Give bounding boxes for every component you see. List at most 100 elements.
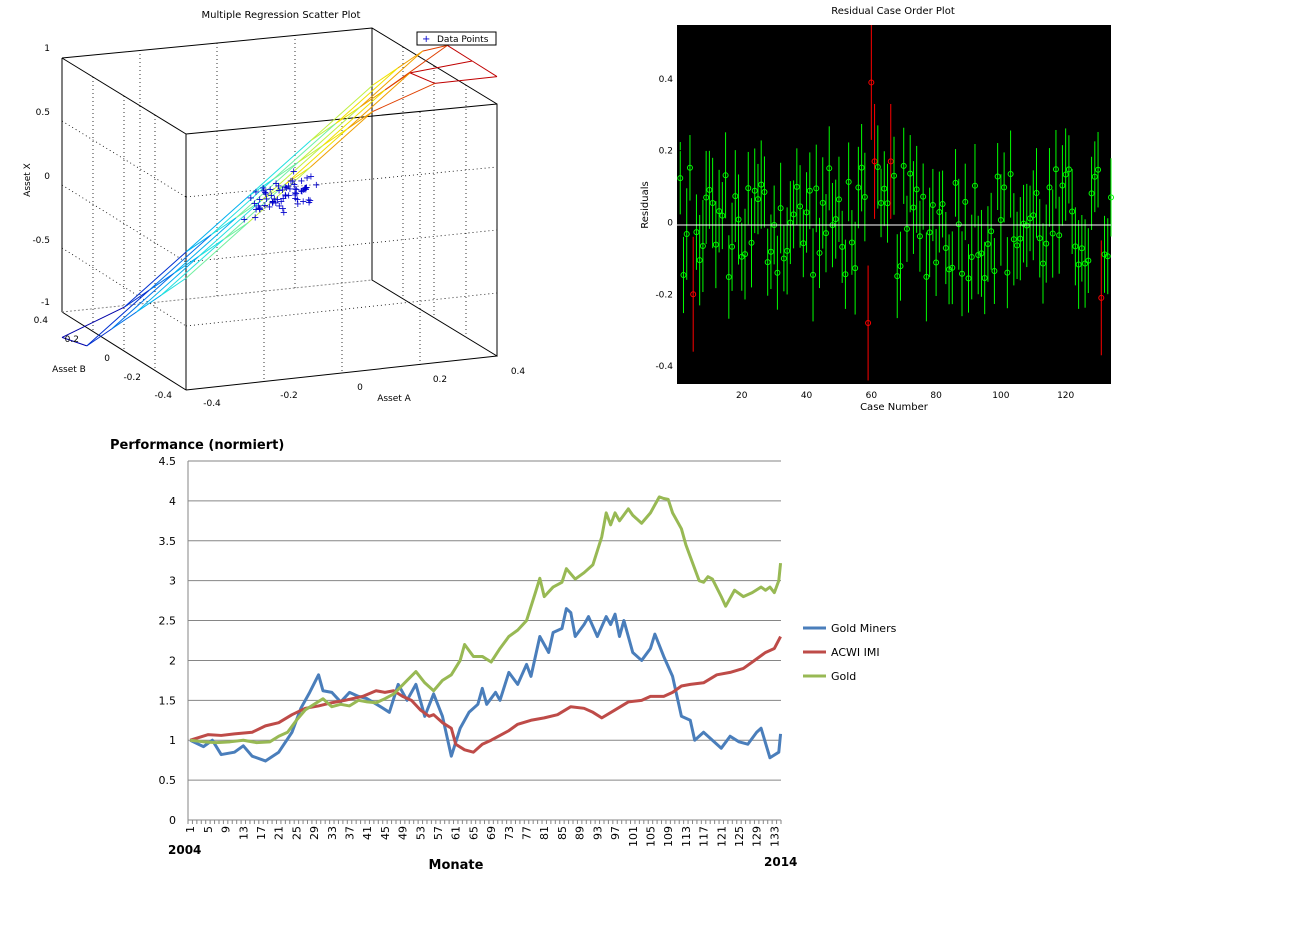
residual-point (1095, 166, 1102, 173)
surface-gridline (260, 144, 324, 202)
residual-point (878, 199, 885, 206)
chart-title: Multiple Regression Scatter Plot (202, 10, 361, 21)
residual-point (855, 184, 862, 191)
x-axis-label: Asset A (377, 394, 411, 404)
data-point: + (269, 198, 277, 209)
data-point: + (272, 178, 280, 189)
residual-point (884, 200, 891, 207)
surface-gridline (447, 44, 473, 62)
data-point: + (256, 203, 264, 214)
x-tick-label: 49 (397, 826, 410, 840)
data-point: + (282, 191, 290, 202)
y-tick-label: 4.5 (159, 455, 177, 468)
data-point: + (251, 212, 259, 223)
residual-point (767, 248, 774, 255)
data-point: + (279, 204, 287, 215)
surface-gridline (310, 123, 336, 141)
residual-marks (677, 25, 1114, 381)
x-tick-label: 97 (609, 826, 622, 840)
surface-gridline (136, 294, 162, 313)
residual-point (868, 79, 875, 86)
gridlines (187, 460, 781, 821)
residual-point (1104, 253, 1111, 260)
surface-gridline (372, 82, 436, 112)
residual-point (803, 209, 810, 216)
surface-gridline (248, 140, 312, 197)
y-tick-labels: 0 0.5 1 1.5 2 2.5 3 3.5 4 4.5 (159, 455, 177, 827)
residual-point (881, 185, 888, 192)
residual-point (952, 179, 959, 186)
residual-point (793, 183, 800, 190)
residual-point (826, 165, 833, 172)
x-tick-label: 45 (379, 826, 392, 840)
y-tick-label: 3.5 (159, 535, 177, 548)
data-point: + (292, 184, 300, 195)
surface-gridline (422, 44, 448, 52)
surface-gridline (160, 239, 224, 296)
x-tick-label: 93 (591, 826, 604, 840)
residual-point (819, 199, 826, 206)
surface-gridline (372, 67, 399, 86)
surface-gridline (123, 289, 150, 308)
surface-gridline (61, 306, 125, 338)
x-tick-label: 129 (751, 826, 764, 847)
y-tick-label: 2 (169, 654, 176, 667)
residual-point (929, 202, 936, 209)
y-tick-label: 4 (169, 495, 176, 508)
residual-point (994, 173, 1001, 180)
data-point: + (281, 182, 289, 193)
residual-point (842, 271, 849, 278)
residual-point (1020, 220, 1027, 227)
residual-point (971, 182, 978, 189)
x-tick-label: 0 (357, 383, 363, 393)
y-tick-label: 2.5 (159, 615, 177, 628)
residual-point (916, 233, 923, 240)
data-point: + (287, 176, 295, 187)
data-point: + (289, 176, 297, 187)
residual-point (680, 271, 687, 278)
chart-title: Performance (normiert) (110, 438, 284, 453)
data-point: + (261, 201, 269, 212)
z-tick-label: 0 (44, 172, 50, 182)
surface-gridline (148, 272, 175, 291)
z-axis-label: Asset X (23, 163, 33, 197)
residual-point (988, 228, 995, 235)
residual-point (907, 170, 914, 177)
regression-surface (61, 44, 498, 347)
residual-point (962, 198, 969, 205)
surface-gridline (310, 111, 373, 168)
residual-point (1101, 251, 1108, 258)
x-tick-label: 85 (556, 826, 569, 840)
surface-gridline (335, 67, 399, 124)
data-point: + (252, 205, 260, 216)
residual-point (845, 178, 852, 185)
surface-gridline (285, 166, 311, 185)
residual-point (790, 211, 797, 218)
y-tick-label: 3 (169, 575, 176, 588)
residual-point (894, 273, 901, 280)
residual-point (1027, 215, 1034, 222)
residual-point (1065, 166, 1072, 173)
y-axis-label: Residuals (640, 181, 651, 228)
regression-3d-chart: Multiple Regression Scatter Plot +++ + ++ +… (23, 10, 525, 409)
residual-point (725, 274, 732, 281)
data-point: + (298, 186, 306, 197)
residual-point (735, 216, 742, 223)
surface-gridline (310, 84, 374, 141)
residual-point (1059, 182, 1066, 189)
legend: Gold Miners ACWI IMI Gold (803, 622, 897, 683)
residual-point (716, 208, 723, 215)
legend-item-gold-miners: Gold Miners (831, 622, 897, 635)
surface-gridline (111, 273, 175, 330)
residual-point (1062, 171, 1069, 178)
surface-gridline (160, 277, 187, 296)
residual-point (852, 265, 859, 272)
residual-point (754, 196, 761, 203)
surface-gridline (297, 106, 361, 163)
residual-point (978, 250, 985, 257)
residual-point (1069, 208, 1076, 215)
x-tick-label: 61 (450, 826, 463, 840)
residual-point (1036, 235, 1043, 242)
residual-point (984, 240, 991, 247)
data-point: + (312, 180, 320, 191)
